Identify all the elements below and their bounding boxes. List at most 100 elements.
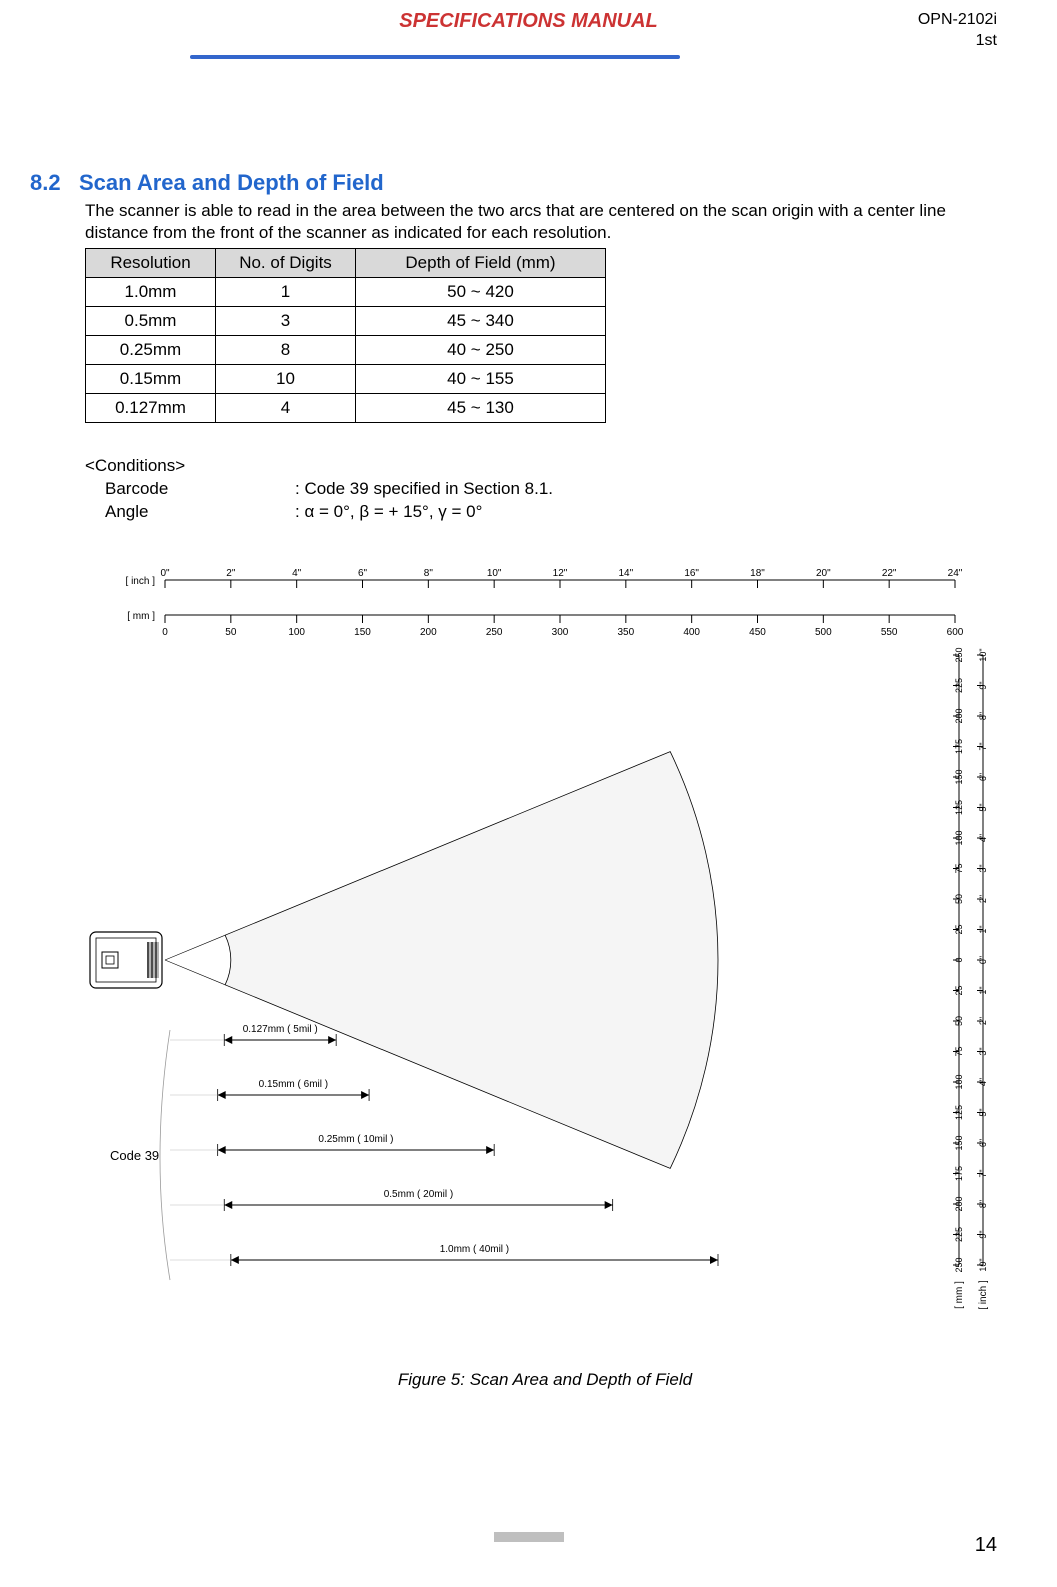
conditions-block: <Conditions> Barcode: Code 39 specified … (85, 455, 553, 524)
svg-text:50: 50 (954, 1016, 964, 1026)
table-cell: 50 ~ 420 (356, 278, 606, 307)
svg-text:0: 0 (162, 627, 168, 638)
svg-text:3": 3" (978, 1047, 988, 1055)
svg-text:2": 2" (978, 895, 988, 903)
model-number: OPN-2102i (918, 10, 997, 31)
svg-text:5": 5" (978, 1108, 988, 1116)
section-number: 8.2 (30, 170, 61, 195)
svg-text:125: 125 (954, 800, 964, 815)
svg-text:10": 10" (978, 1258, 988, 1271)
table-row: 0.127mm445 ~ 130 (86, 394, 606, 423)
svg-text:5": 5" (978, 803, 988, 811)
svg-text:8": 8" (978, 1200, 988, 1208)
table-row: 1.0mm150 ~ 420 (86, 278, 606, 307)
table-cell: 8 (216, 336, 356, 365)
svg-text:50: 50 (954, 894, 964, 904)
table-header: Resolution (86, 249, 216, 278)
svg-text:125: 125 (954, 1105, 964, 1120)
table-header: Depth of Field (mm) (356, 249, 606, 278)
svg-text:150: 150 (354, 627, 371, 638)
svg-text:10": 10" (978, 648, 988, 661)
svg-text:[ mm ]: [ mm ] (954, 1281, 965, 1309)
svg-text:50: 50 (225, 627, 237, 638)
table-cell: 0.15mm (86, 365, 216, 394)
header-meta: OPN-2102i 1st (918, 10, 997, 52)
table-cell: 45 ~ 130 (356, 394, 606, 423)
table-cell: 1 (216, 278, 356, 307)
condition-value: : α = 0°, β = + 15°, γ = 0° (295, 501, 482, 524)
svg-text:600: 600 (947, 627, 964, 638)
depth-of-field-table: ResolutionNo. of DigitsDepth of Field (m… (85, 248, 606, 423)
svg-text:200: 200 (954, 708, 964, 723)
svg-text:150: 150 (954, 769, 964, 784)
svg-text:0": 0" (160, 568, 170, 579)
section-heading: 8.2 Scan Area and Depth of Field (30, 170, 384, 196)
condition-value: : Code 39 specified in Section 8.1. (295, 478, 553, 501)
svg-text:2": 2" (978, 1017, 988, 1025)
svg-text:0.15mm ( 6mil ): 0.15mm ( 6mil ) (259, 1079, 328, 1090)
svg-text:350: 350 (617, 627, 634, 638)
svg-text:16": 16" (684, 568, 699, 579)
svg-text:0.127mm ( 5mil ): 0.127mm ( 5mil ) (243, 1024, 318, 1035)
svg-text:300: 300 (552, 627, 569, 638)
table-row: 0.5mm345 ~ 340 (86, 307, 606, 336)
page-number: 14 (975, 1534, 997, 1557)
svg-text:3": 3" (978, 864, 988, 872)
table-cell: 0.25mm (86, 336, 216, 365)
svg-text:14": 14" (618, 568, 633, 579)
svg-text:400: 400 (683, 627, 700, 638)
svg-text:1": 1" (978, 986, 988, 994)
svg-text:150: 150 (954, 1135, 964, 1150)
svg-text:225: 225 (954, 1227, 964, 1242)
svg-text:250: 250 (486, 627, 503, 638)
svg-text:225: 225 (954, 678, 964, 693)
table-row: 0.25mm840 ~ 250 (86, 336, 606, 365)
svg-text:12": 12" (553, 568, 568, 579)
svg-text:200: 200 (954, 1196, 964, 1211)
svg-text:450: 450 (749, 627, 766, 638)
table-cell: 0.127mm (86, 394, 216, 423)
svg-text:7": 7" (978, 1169, 988, 1177)
svg-text:24": 24" (948, 568, 963, 579)
svg-text:550: 550 (881, 627, 898, 638)
table-row: 0.15mm1040 ~ 155 (86, 365, 606, 394)
svg-text:75: 75 (954, 1046, 964, 1056)
svg-text:1.0mm ( 40mil ): 1.0mm ( 40mil ) (440, 1244, 509, 1255)
footer-bar (494, 1532, 564, 1542)
table-cell: 0.5mm (86, 307, 216, 336)
svg-text:100: 100 (954, 830, 964, 845)
svg-text:0.5mm ( 20mil ): 0.5mm ( 20mil ) (384, 1189, 453, 1200)
svg-text:8": 8" (424, 568, 434, 579)
svg-text:[ inch ]: [ inch ] (126, 576, 156, 587)
condition-line: Angle: α = 0°, β = + 15°, γ = 0° (85, 501, 553, 524)
svg-text:0.25mm ( 10mil ): 0.25mm ( 10mil ) (318, 1134, 393, 1145)
scan-area-diagram: 0"2"4"6"8"10"12"14"16"18"20"22"24"[ inch… (85, 560, 1005, 1410)
svg-text:75: 75 (954, 863, 964, 873)
section-title: Scan Area and Depth of Field (79, 170, 384, 195)
svg-text:Code 39: Code 39 (110, 1148, 159, 1163)
table-cell: 10 (216, 365, 356, 394)
table-cell: 40 ~ 250 (356, 336, 606, 365)
svg-text:100: 100 (954, 1074, 964, 1089)
page-footer: 14 (0, 1527, 1057, 1557)
condition-label: Barcode (85, 478, 295, 501)
table-cell: 4 (216, 394, 356, 423)
svg-text:4": 4" (978, 834, 988, 842)
svg-text:25: 25 (954, 985, 964, 995)
revision: 1st (918, 31, 997, 52)
svg-text:6": 6" (978, 773, 988, 781)
svg-text:9": 9" (978, 1230, 988, 1238)
conditions-heading: <Conditions> (85, 455, 553, 478)
doc-title: SPECIFICATIONS MANUAL (0, 10, 1057, 33)
svg-text:18": 18" (750, 568, 765, 579)
table-cell: 1.0mm (86, 278, 216, 307)
table-header: No. of Digits (216, 249, 356, 278)
svg-text:6": 6" (358, 568, 368, 579)
svg-text:175: 175 (954, 739, 964, 754)
svg-text:20": 20" (816, 568, 831, 579)
svg-text:175: 175 (954, 1166, 964, 1181)
svg-text:2": 2" (226, 568, 236, 579)
table-cell: 40 ~ 155 (356, 365, 606, 394)
svg-text:9": 9" (978, 681, 988, 689)
svg-text:[ mm ]: [ mm ] (127, 611, 155, 622)
